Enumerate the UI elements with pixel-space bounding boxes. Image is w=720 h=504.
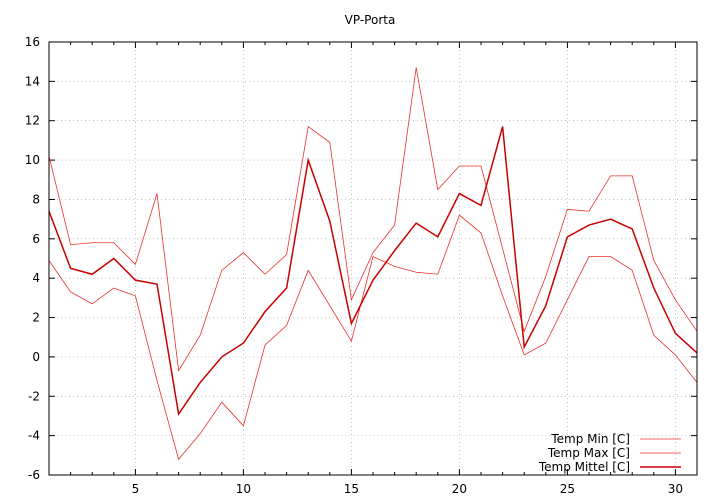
legend-label: Temp Min [C] xyxy=(550,432,630,446)
y-tick-label: 0 xyxy=(32,350,40,364)
y-tick-label: -6 xyxy=(28,468,40,482)
y-tick-label: 16 xyxy=(25,35,40,49)
legend-label: Temp Max [C] xyxy=(547,446,630,460)
x-tick-label: 15 xyxy=(344,482,359,496)
y-tick-label: 6 xyxy=(32,232,40,246)
x-tick-label: 25 xyxy=(560,482,575,496)
legend-label: Temp Mittel [C] xyxy=(538,460,630,474)
y-tick-label: 4 xyxy=(32,271,40,285)
y-tick-label: 8 xyxy=(32,192,40,206)
plot-frame xyxy=(48,41,698,476)
x-tick-label: 20 xyxy=(452,482,467,496)
x-tick-label: 30 xyxy=(668,482,683,496)
legend: Temp Min [C]Temp Max [C]Temp Mittel [C] xyxy=(538,432,681,474)
y-tick-label: -2 xyxy=(28,389,40,403)
series-line-2 xyxy=(48,67,698,372)
series-line-3 xyxy=(48,126,698,416)
chart-title: VP-Porta xyxy=(345,13,396,27)
x-tick-label: 5 xyxy=(132,482,140,496)
y-tick-label: 2 xyxy=(32,311,40,325)
y-tick-label: -4 xyxy=(28,429,40,443)
y-tick-label: 12 xyxy=(25,114,40,128)
y-axis: -6 -4 -2 0 2 4 6 8 10 12 14 16 xyxy=(25,35,697,482)
series-line-1 xyxy=(48,214,698,461)
series-lines xyxy=(48,67,698,461)
y-tick-label: 14 xyxy=(25,74,40,88)
y-tick-label: 10 xyxy=(25,153,40,167)
x-tick-label: 10 xyxy=(236,482,251,496)
grid-lines xyxy=(49,42,697,475)
